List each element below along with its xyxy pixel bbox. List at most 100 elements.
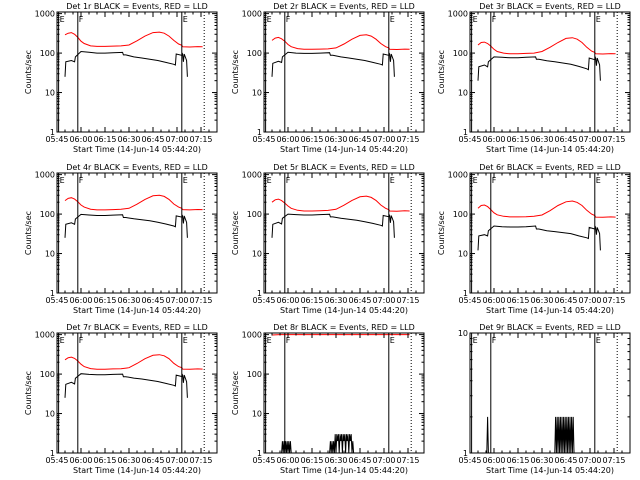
x-tick-label: 05:45: [252, 296, 275, 305]
y-tick-label: 1000: [242, 331, 262, 340]
y-tick-label: 1000: [448, 10, 468, 19]
x-tick-label: 06:00: [482, 456, 505, 465]
x-tick-label: 06:30: [117, 296, 140, 305]
y-tick-label: 100: [40, 370, 55, 379]
plot-area: [271, 334, 410, 453]
plot-area: [64, 354, 203, 398]
x-tick-label: 06:45: [554, 296, 577, 305]
x-tick-label: 05:45: [252, 135, 275, 144]
y-tick-label: 100: [453, 210, 468, 219]
time-marker-label: F: [79, 176, 84, 185]
plot-frame: [56, 11, 218, 133]
y-axis-label: Counts/sec: [437, 211, 446, 255]
plot-frame: [469, 11, 631, 133]
x-axis-label: Start Time (14-Jun-14 05:44:20): [73, 145, 201, 154]
time-marker-label: E: [267, 176, 272, 185]
x-tick-label: 06:00: [482, 135, 505, 144]
y-axis-label: Counts/sec: [231, 371, 240, 415]
x-axis-label: Start Time (14-Jun-14 05:44:20): [486, 306, 614, 315]
x-tick-label: 07:00: [578, 456, 601, 465]
x-tick-label: 07:00: [165, 456, 188, 465]
time-marker-label: E: [473, 15, 478, 24]
time-marker-label: E: [390, 176, 395, 185]
plot-frame: [56, 172, 218, 294]
plot-area: [486, 416, 575, 453]
lld-series-line: [64, 354, 203, 370]
x-tick-label: 07:15: [602, 135, 625, 144]
chart-panel-5: Det 5r BLACK = Events, RED = LLD Counts/s…: [231, 163, 425, 315]
time-marker-label: E: [60, 176, 65, 185]
y-tick-label: 1: [257, 449, 262, 458]
x-tick-label: 07:00: [165, 135, 188, 144]
x-tick-label: 07:15: [602, 296, 625, 305]
x-tick-label: 06:00: [69, 296, 92, 305]
y-axis-label: Counts/sec: [231, 50, 240, 94]
x-tick-label: 06:30: [117, 135, 140, 144]
x-axis-label: Start Time (14-Jun-14 05:44:20): [486, 145, 614, 154]
time-marker-label: F: [79, 15, 84, 24]
time-marker-label: E: [596, 176, 601, 185]
y-tick-label: 10: [252, 89, 262, 98]
plot-area: [271, 195, 410, 238]
y-axis-label: Counts/sec: [231, 211, 240, 255]
plot-frame: [56, 332, 218, 454]
x-tick-label: 06:15: [300, 296, 323, 305]
x-tick-label: 07:15: [189, 456, 212, 465]
chart-panel-1: Det 1r BLACK = Events, RED = LLD Counts/s…: [24, 2, 218, 154]
y-tick-label: 1000: [242, 171, 262, 180]
plot-frame: [263, 172, 425, 294]
plot-area: [64, 31, 203, 77]
time-marker-label: E: [60, 336, 65, 345]
x-tick-label: 07:00: [578, 135, 601, 144]
time-marker-label: F: [286, 336, 291, 345]
chart-title: Det 4r BLACK = Events, RED = LLD: [66, 163, 208, 172]
y-tick-label: 10: [458, 250, 468, 259]
y-tick-label: 10: [458, 329, 468, 338]
time-marker-label: E: [390, 336, 395, 345]
events-series-line: [64, 373, 188, 398]
plot-area: [477, 37, 616, 81]
x-axis-label: Start Time (14-Jun-14 05:44:20): [73, 306, 201, 315]
time-marker-label: E: [390, 15, 395, 24]
plot-frame: [263, 11, 425, 133]
time-marker-label: E: [596, 336, 601, 345]
y-tick-label: 1: [257, 289, 262, 298]
y-tick-label: 1: [50, 128, 55, 137]
time-marker-label: E: [596, 15, 601, 24]
x-tick-label: 07:00: [372, 135, 395, 144]
x-axis-label: Start Time (14-Jun-14 05:44:20): [486, 466, 614, 475]
chart-panel-9: Det 9r BLACK = Events, RED = LLD Start Ti…: [458, 323, 631, 475]
plot-area: [64, 194, 203, 238]
x-tick-label: 06:00: [69, 456, 92, 465]
time-marker-label: F: [286, 15, 291, 24]
x-tick-label: 06:00: [276, 296, 299, 305]
time-marker-label: F: [492, 176, 497, 185]
y-tick-label: 1000: [448, 171, 468, 180]
x-tick-label: 05:45: [45, 296, 68, 305]
x-tick-label: 06:15: [93, 296, 116, 305]
x-tick-label: 06:45: [141, 456, 164, 465]
events-series-line: [477, 225, 601, 251]
x-tick-label: 06:30: [530, 456, 553, 465]
events-series-line: [477, 56, 601, 81]
time-marker-label: F: [492, 336, 497, 345]
x-tick-label: 05:45: [458, 456, 481, 465]
plot-frame: [469, 332, 631, 454]
events-series-line: [64, 50, 188, 77]
x-tick-label: 06:30: [324, 456, 347, 465]
y-tick-label: 100: [247, 49, 262, 58]
y-axis-label: Counts/sec: [24, 50, 33, 94]
chart-title: Det 3r BLACK = Events, RED = LLD: [479, 2, 621, 11]
y-tick-label: 1: [463, 289, 468, 298]
time-marker-label: F: [492, 15, 497, 24]
x-tick-label: 07:00: [578, 296, 601, 305]
chart-title: Det 1r BLACK = Events, RED = LLD: [66, 2, 208, 11]
y-tick-label: 100: [40, 210, 55, 219]
time-marker-label: E: [60, 15, 65, 24]
x-tick-label: 06:15: [93, 456, 116, 465]
y-tick-label: 100: [40, 49, 55, 58]
x-tick-label: 06:45: [141, 296, 164, 305]
y-tick-label: 1: [50, 449, 55, 458]
lld-series-line: [477, 37, 616, 55]
